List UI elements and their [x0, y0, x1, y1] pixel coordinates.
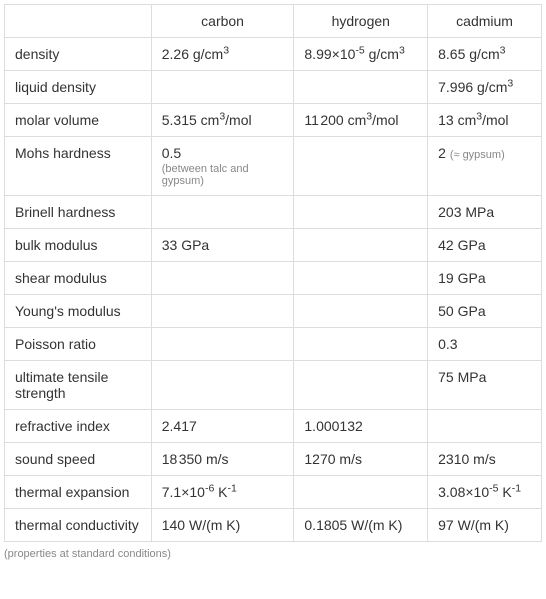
- table-row: refractive index2.4171.000132: [5, 410, 542, 443]
- table-row: ultimate tensile strength 75 MPa: [5, 361, 542, 410]
- cell-cadmium: 42 GPa: [428, 229, 542, 262]
- table-row: thermal conductivity140 W/(m K)0.1805 W/…: [5, 509, 542, 542]
- row-label: refractive index: [5, 410, 152, 443]
- cell-cadmium: 19 GPa: [428, 262, 542, 295]
- cell-carbon: [151, 196, 294, 229]
- cell-hydrogen: [294, 71, 428, 104]
- cell-cadmium: 97 W/(m K): [428, 509, 542, 542]
- cell-hydrogen: [294, 229, 428, 262]
- row-label: shear modulus: [5, 262, 152, 295]
- cell-cadmium: 7.996 g/cm3: [428, 71, 542, 104]
- cell-carbon: [151, 361, 294, 410]
- cell-cadmium: 8.65 g/cm3: [428, 38, 542, 71]
- cell-hydrogen: 0.1805 W/(m K): [294, 509, 428, 542]
- cell-carbon: 2.26 g/cm3: [151, 38, 294, 71]
- cell-hydrogen: [294, 262, 428, 295]
- row-label: ultimate tensile strength: [5, 361, 152, 410]
- cell-cadmium: 75 MPa: [428, 361, 542, 410]
- cell-hydrogen: 1270 m/s: [294, 443, 428, 476]
- header-cadmium: cadmium: [428, 5, 542, 38]
- cell-carbon: [151, 262, 294, 295]
- properties-table: carbon hydrogen cadmium density2.26 g/cm…: [4, 4, 542, 542]
- row-label: density: [5, 38, 152, 71]
- cell-cadmium: [428, 410, 542, 443]
- cell-carbon: 5.315 cm3/mol: [151, 104, 294, 137]
- cell-carbon: [151, 71, 294, 104]
- cell-cadmium: 50 GPa: [428, 295, 542, 328]
- row-label: Brinell hardness: [5, 196, 152, 229]
- header-row: carbon hydrogen cadmium: [5, 5, 542, 38]
- table-row: Brinell hardness 203 MPa: [5, 196, 542, 229]
- table-row: molar volume5.315 cm3/mol11200 cm3/mol13…: [5, 104, 542, 137]
- cell-hydrogen: 8.99×10-5 g/cm3: [294, 38, 428, 71]
- cell-hydrogen: [294, 361, 428, 410]
- cell-carbon: 33 GPa: [151, 229, 294, 262]
- cell-hydrogen: 11200 cm3/mol: [294, 104, 428, 137]
- table-row: liquid density 7.996 g/cm3: [5, 71, 542, 104]
- table-row: bulk modulus33 GPa 42 GPa: [5, 229, 542, 262]
- cell-cadmium: 0.3: [428, 328, 542, 361]
- row-label: sound speed: [5, 443, 152, 476]
- cell-hydrogen: [294, 476, 428, 509]
- header-carbon: carbon: [151, 5, 294, 38]
- row-label: molar volume: [5, 104, 152, 137]
- cell-carbon: 7.1×10-6 K-1: [151, 476, 294, 509]
- cell-hydrogen: [294, 328, 428, 361]
- header-hydrogen: hydrogen: [294, 5, 428, 38]
- table-row: Young's modulus 50 GPa: [5, 295, 542, 328]
- cell-carbon: [151, 295, 294, 328]
- cell-carbon: 0.5 (between talc and gypsum): [151, 137, 294, 196]
- cell-hydrogen: 1.000132: [294, 410, 428, 443]
- cell-cadmium: 13 cm3/mol: [428, 104, 542, 137]
- cell-cadmium: 3.08×10-5 K-1: [428, 476, 542, 509]
- table-row: sound speed18350 m/s1270 m/s2310 m/s: [5, 443, 542, 476]
- cell-cadmium: 203 MPa: [428, 196, 542, 229]
- header-blank: [5, 5, 152, 38]
- cell-carbon: 2.417: [151, 410, 294, 443]
- row-label: Poisson ratio: [5, 328, 152, 361]
- table-row: thermal expansion7.1×10-6 K-1 3.08×10-5 K…: [5, 476, 542, 509]
- row-label: Young's modulus: [5, 295, 152, 328]
- cell-carbon: 140 W/(m K): [151, 509, 294, 542]
- table-row: shear modulus 19 GPa: [5, 262, 542, 295]
- table-body: density2.26 g/cm38.99×10-5 g/cm38.65 g/c…: [5, 38, 542, 542]
- table-row: Mohs hardness0.5 (between talc and gypsu…: [5, 137, 542, 196]
- row-label: thermal conductivity: [5, 509, 152, 542]
- row-label: thermal expansion: [5, 476, 152, 509]
- cell-cadmium: 2 (≈ gypsum): [428, 137, 542, 196]
- cell-hydrogen: [294, 196, 428, 229]
- row-label: bulk modulus: [5, 229, 152, 262]
- cell-carbon: [151, 328, 294, 361]
- row-label: liquid density: [5, 71, 152, 104]
- cell-cadmium: 2310 m/s: [428, 443, 542, 476]
- table-row: Poisson ratio 0.3: [5, 328, 542, 361]
- cell-hydrogen: [294, 137, 428, 196]
- table-row: density2.26 g/cm38.99×10-5 g/cm38.65 g/c…: [5, 38, 542, 71]
- row-label: Mohs hardness: [5, 137, 152, 196]
- cell-carbon: 18350 m/s: [151, 443, 294, 476]
- cell-hydrogen: [294, 295, 428, 328]
- footnote: (properties at standard conditions): [4, 548, 542, 560]
